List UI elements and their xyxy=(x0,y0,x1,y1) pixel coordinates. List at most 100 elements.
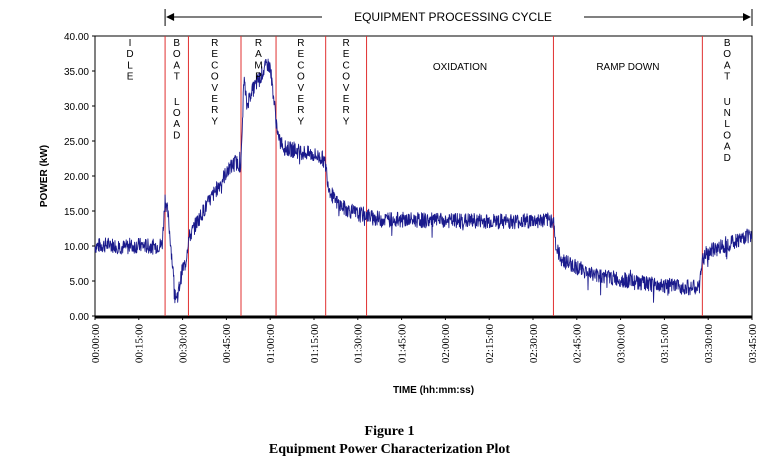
x-tick-label: 00:45:00 xyxy=(221,324,233,364)
svg-text:C: C xyxy=(343,60,350,71)
svg-text:R: R xyxy=(343,105,350,116)
y-axis-label: POWER (kW) xyxy=(39,145,50,207)
x-tick-label: 02:15:00 xyxy=(484,324,496,364)
svg-text:E: E xyxy=(343,94,350,105)
svg-text:T: T xyxy=(724,72,730,83)
x-tick-label: 01:45:00 xyxy=(396,324,408,364)
svg-text:O: O xyxy=(173,49,181,60)
x-axis-label: TIME (hh:mm:ss) xyxy=(393,385,474,396)
cycle-arrowhead-left xyxy=(166,13,175,21)
svg-text:N: N xyxy=(724,108,731,119)
plot-frame xyxy=(94,35,753,317)
svg-text:D: D xyxy=(724,153,731,164)
phase-boundary-lines xyxy=(164,36,703,316)
x-tick-label: 03:45:00 xyxy=(747,324,759,364)
svg-text:R: R xyxy=(211,38,218,49)
cycle-arrowhead-right xyxy=(743,13,751,21)
svg-text:E: E xyxy=(343,49,350,60)
y-tick-label: 20.00 xyxy=(64,172,89,183)
x-tick-label: 02:30:00 xyxy=(528,324,540,364)
svg-text:O: O xyxy=(211,72,219,83)
x-tick-label: 02:00:00 xyxy=(440,324,452,364)
svg-text:U: U xyxy=(724,97,731,108)
svg-text:L: L xyxy=(174,97,180,108)
y-tick-label: 0.00 xyxy=(70,312,90,323)
svg-text:E: E xyxy=(211,94,218,105)
svg-text:A: A xyxy=(724,60,731,71)
svg-text:R: R xyxy=(211,105,218,116)
x-tick-label: 01:30:00 xyxy=(353,324,365,364)
svg-text:O: O xyxy=(723,130,731,141)
x-tick-label: 00:30:00 xyxy=(177,324,189,364)
svg-text:V: V xyxy=(211,83,218,94)
svg-text:R: R xyxy=(255,38,262,49)
svg-text:A: A xyxy=(724,142,731,153)
svg-text:O: O xyxy=(723,49,731,60)
y-tick-label: 30.00 xyxy=(64,102,89,113)
svg-text:V: V xyxy=(298,83,305,94)
svg-text:L: L xyxy=(127,60,133,71)
svg-text:T: T xyxy=(174,72,180,83)
y-axis-ticks: 0.00 5.00 10.00 15.00 20.00 25.00 30.00 35.00 40… xyxy=(64,32,95,323)
svg-text:Y: Y xyxy=(298,116,305,127)
processing-cycle-span: EQUIPMENT PROCESSING CYCLE xyxy=(164,9,753,26)
svg-text:E: E xyxy=(298,94,305,105)
y-tick-label: 15.00 xyxy=(64,207,89,218)
x-tick-label: 03:15:00 xyxy=(659,324,671,364)
svg-text:D: D xyxy=(173,130,180,141)
svg-text:RAMP DOWN: RAMP DOWN xyxy=(596,62,659,73)
x-tick-label: 01:00:00 xyxy=(265,324,277,364)
svg-text:O: O xyxy=(342,72,350,83)
svg-text:O: O xyxy=(297,72,305,83)
figure-number: Figure 1 xyxy=(364,424,415,439)
cycle-label: EQUIPMENT PROCESSING CYCLE xyxy=(354,10,552,24)
svg-text:R: R xyxy=(297,38,304,49)
y-tick-label: 35.00 xyxy=(64,67,89,78)
y-tick-label: 5.00 xyxy=(70,277,90,288)
svg-text:Y: Y xyxy=(211,116,218,127)
y-tick-label: 40.00 xyxy=(64,32,89,43)
y-tick-label: 10.00 xyxy=(64,242,89,253)
svg-text:Y: Y xyxy=(343,116,350,127)
phase-labels: IDLEBOATLOADRECOVERYRAMPRECOVERYRECOVERY… xyxy=(126,38,731,164)
svg-text:C: C xyxy=(211,60,218,71)
svg-text:A: A xyxy=(173,119,180,130)
x-tick-label: 00:15:00 xyxy=(134,324,146,364)
svg-text:A: A xyxy=(255,49,262,60)
x-tick-label: 03:30:00 xyxy=(703,324,715,364)
x-tick-label: 02:45:00 xyxy=(572,324,584,364)
phase-label: OXIDATION xyxy=(433,62,487,73)
svg-text:P: P xyxy=(255,72,262,83)
svg-text:O: O xyxy=(173,108,181,119)
phase-label: RAMP DOWN xyxy=(596,62,659,73)
svg-text:E: E xyxy=(211,49,218,60)
svg-text:V: V xyxy=(343,83,350,94)
x-axis-ticks: 00:00:00 00:15:00 00:30:00 00:45:00 01:00:00… xyxy=(90,316,759,363)
svg-text:M: M xyxy=(254,60,262,71)
x-tick-label: 00:00:00 xyxy=(90,324,102,364)
figure-title: Equipment Power Characterization Plot xyxy=(268,442,511,457)
phase-label: RAMP xyxy=(254,38,262,83)
plot-area xyxy=(94,35,753,319)
x-tick-label: 01:15:00 xyxy=(309,324,321,364)
x-tick-label: 03:00:00 xyxy=(615,324,627,364)
svg-text:C: C xyxy=(297,60,304,71)
svg-text:OXIDATION: OXIDATION xyxy=(433,62,487,73)
series-group xyxy=(94,58,753,304)
svg-text:D: D xyxy=(126,49,133,60)
svg-text:E: E xyxy=(298,49,305,60)
svg-text:R: R xyxy=(297,105,304,116)
svg-text:R: R xyxy=(343,38,350,49)
y-tick-label: 25.00 xyxy=(64,137,89,148)
svg-text:A: A xyxy=(173,60,180,71)
svg-text:I: I xyxy=(129,38,132,49)
power-series-line xyxy=(94,58,753,304)
svg-text:L: L xyxy=(724,119,730,130)
